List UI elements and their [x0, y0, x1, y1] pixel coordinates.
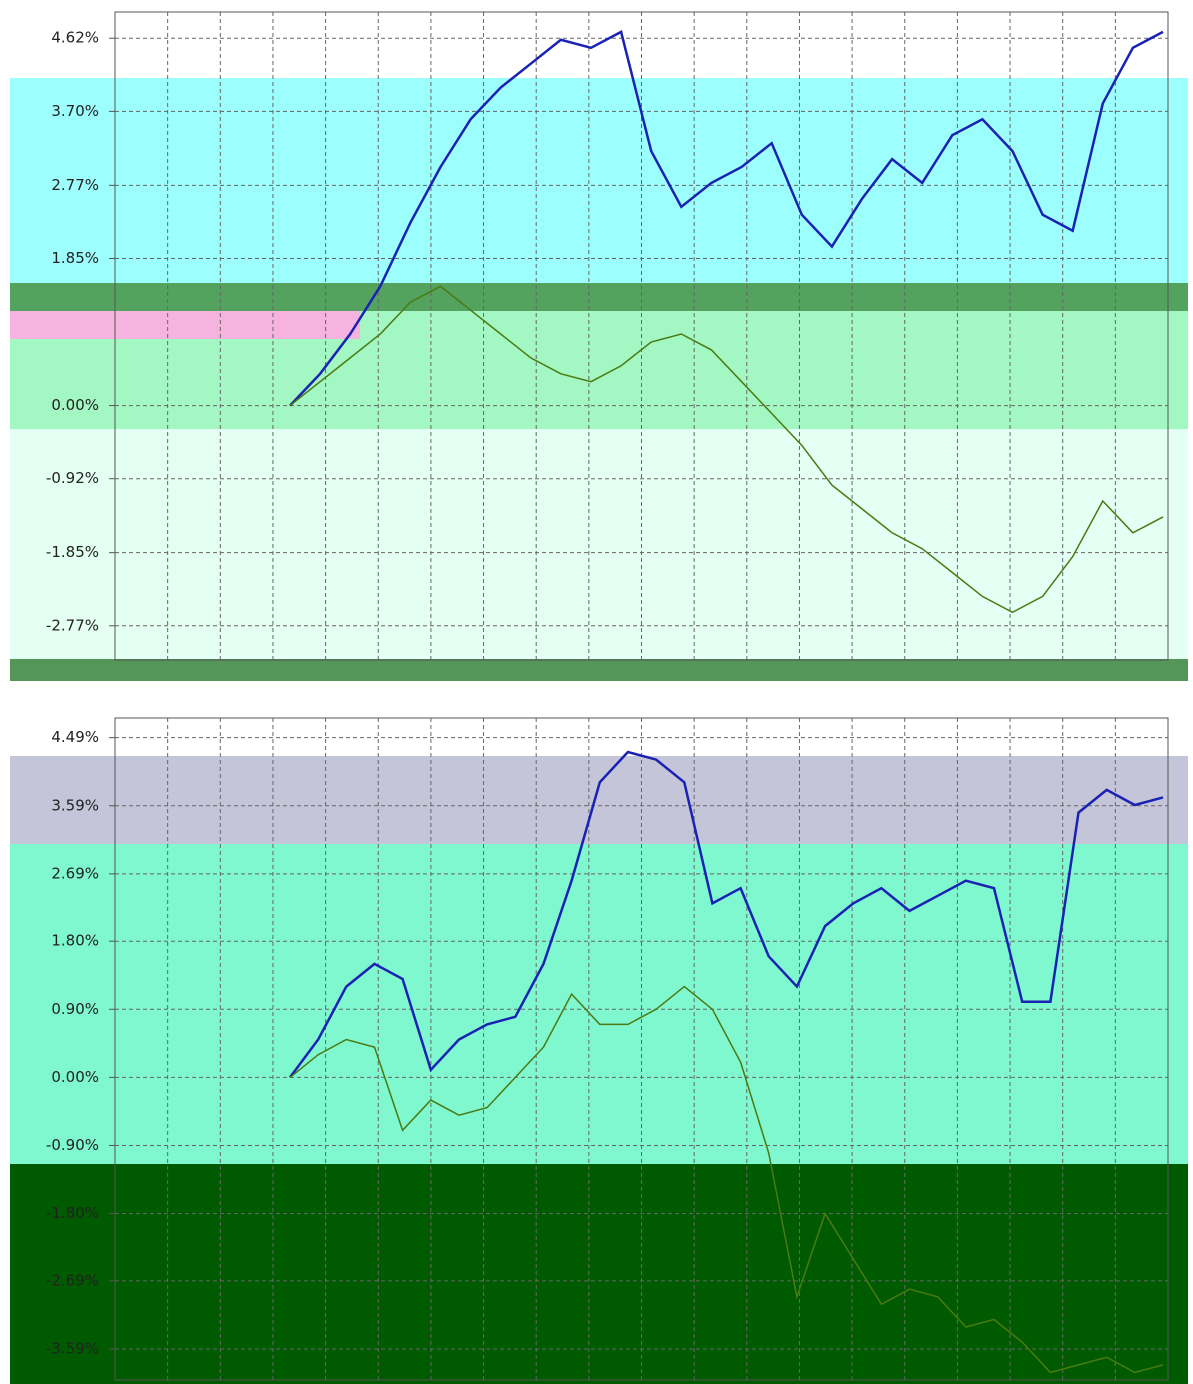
y-tick-label: 3.59% — [51, 796, 99, 814]
y-tick-label: -1.80% — [46, 1204, 99, 1222]
series-line — [289, 30, 1164, 407]
y-tick-label: -3.59% — [46, 1339, 99, 1357]
y-tick-label: -1.85% — [46, 543, 99, 561]
y-tick-label: 1.80% — [51, 932, 99, 950]
y-tick-label: 0.00% — [51, 1068, 99, 1086]
y-tick-label: 3.70% — [51, 102, 99, 120]
y-tick-label: 4.49% — [51, 728, 99, 746]
y-tick-label: -0.90% — [46, 1136, 99, 1154]
series-line — [288, 750, 1164, 1079]
y-tick-label: -2.69% — [46, 1271, 99, 1289]
y-tick-label: 0.90% — [51, 1000, 99, 1018]
y-tick-label: 4.62% — [51, 29, 99, 47]
series-line — [289, 285, 1164, 614]
y-tick-label: -2.77% — [46, 616, 99, 634]
plot-frame — [114, 717, 1169, 1381]
y-tick-label: 2.77% — [51, 176, 99, 194]
series-line — [289, 985, 1164, 1374]
y-tick-label: 1.85% — [51, 249, 99, 267]
plot-frame — [114, 11, 1169, 661]
y-tick-label: 0.00% — [51, 396, 99, 414]
y-tick-label: -0.92% — [46, 469, 99, 487]
y-tick-label: 2.69% — [51, 864, 99, 882]
